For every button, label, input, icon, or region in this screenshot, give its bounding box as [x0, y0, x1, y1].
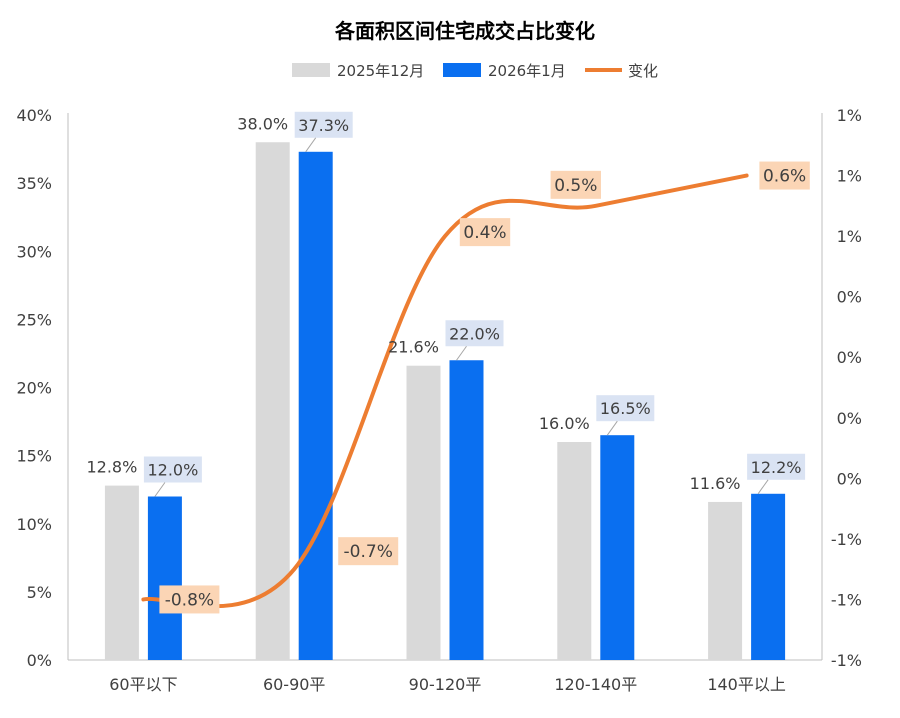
y-right-tick-label: 0%	[837, 348, 862, 367]
data-label-2025-12: 38.0%	[237, 114, 288, 133]
data-label-2026-01-bg	[596, 395, 655, 422]
bar-2025-12	[708, 501, 743, 660]
x-tick-label: 140平以上	[707, 675, 786, 694]
y-left-tick-label: 25%	[16, 310, 52, 329]
bar-2025-12	[406, 365, 441, 660]
bar-2025-12	[557, 442, 592, 660]
y-left-tick-label: 10%	[16, 515, 52, 534]
data-label-change: -0.8%	[165, 590, 214, 610]
y-left-tick-label: 30%	[16, 242, 52, 261]
y-right-tick-label: 1%	[837, 227, 862, 246]
data-label-2025-12: 11.6%	[690, 474, 741, 493]
chart-title: 各面积区间住宅成交占比变化	[334, 19, 595, 43]
y-left-tick-label: 35%	[16, 174, 52, 193]
legend-label-2025-12: 2025年12月	[337, 62, 424, 80]
legend: 2025年12月 2026年1月 变化	[292, 62, 658, 80]
data-label-change-bg	[338, 537, 399, 566]
data-label-change: 0.5%	[554, 176, 597, 196]
data-label-change-bg	[159, 585, 220, 614]
y-left-tick-label: 20%	[16, 379, 52, 398]
legend-swatch-2025-12	[292, 63, 330, 77]
data-label-change-bg	[759, 161, 810, 190]
y-right-tick-label: 0%	[837, 288, 862, 307]
data-label-2025-12: 21.6%	[388, 338, 439, 357]
x-tick-label: 60平以下	[109, 675, 177, 694]
y-right-tick-label: 0%	[837, 409, 862, 428]
y-right-tick-label: -1%	[831, 651, 862, 670]
data-label-change: 0.6%	[763, 167, 806, 187]
leader-line	[456, 345, 467, 361]
y-right-tick-label: -1%	[831, 590, 862, 609]
data-label-2026-01: 37.3%	[298, 116, 349, 135]
legend-label-change: 变化	[628, 62, 658, 80]
plot-area: 0% 5% 10% 15% 20% 25% 30% 35% 40% -1% -1% -1% 0% 0% 0%…	[16, 106, 862, 694]
y-left-tick-label: 5%	[27, 583, 52, 602]
y-right-tick-label: 0%	[837, 469, 862, 488]
data-label-2026-01: 16.5%	[600, 399, 651, 418]
change-line	[141, 173, 749, 609]
data-label-2026-01-bg	[143, 456, 202, 483]
data-label-2026-01-bg	[294, 111, 353, 138]
y-right-tick-label: 1%	[837, 106, 862, 125]
x-tick-label: 90-120平	[409, 675, 482, 694]
data-label-2026-01: 12.0%	[147, 461, 198, 480]
data-label-2025-12: 16.0%	[539, 414, 590, 433]
data-label-change-bg	[459, 218, 511, 247]
bar-2026-01	[147, 496, 182, 660]
leader-line	[606, 420, 618, 436]
y-right-tick-label: 1%	[837, 167, 862, 186]
data-label-2026-01: 22.0%	[449, 324, 500, 343]
leader-line	[305, 137, 317, 153]
bar-2026-01	[298, 151, 333, 660]
y-left-tick-label: 15%	[16, 447, 52, 466]
data-label-2026-01-bg	[747, 453, 806, 480]
bar-2026-01	[751, 493, 786, 660]
y-left-tick-label: 0%	[27, 651, 52, 670]
data-label-change-bg	[550, 170, 601, 199]
bar-2025-12	[104, 485, 139, 660]
y-right-tick-label: -1%	[831, 530, 862, 549]
bar-2026-01	[600, 435, 635, 660]
legend-swatch-2026-01	[443, 63, 481, 77]
data-label-change: 0.4%	[463, 223, 506, 243]
bar-2025-12	[255, 142, 290, 660]
y-left-tick-label: 40%	[16, 106, 52, 125]
x-tick-label: 120-140平	[554, 675, 637, 694]
legend-label-2026-01: 2026年1月	[488, 62, 566, 80]
bar-2026-01	[449, 360, 484, 660]
leader-line	[154, 482, 166, 497]
x-tick-label: 60-90平	[263, 675, 326, 694]
data-label-2026-01-bg	[445, 320, 504, 347]
data-label-2026-01: 12.2%	[751, 458, 802, 477]
leader-line	[757, 479, 769, 495]
data-label-2025-12: 12.8%	[86, 458, 137, 477]
data-label-change: -0.7%	[344, 542, 393, 562]
